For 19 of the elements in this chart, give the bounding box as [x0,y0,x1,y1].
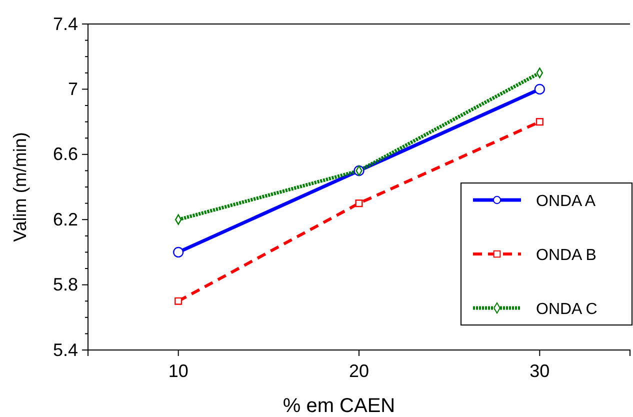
x-tick-label: 20 [348,360,370,381]
point [174,297,182,305]
legend-label: ONDA C [536,301,598,318]
legend-label: ONDA B [536,247,596,264]
legend-label: ONDA A [536,193,596,210]
x-axis-title: % em CAEN [282,395,396,417]
point [536,118,544,126]
point [173,246,184,258]
y-tick-label: 6.2 [52,209,78,230]
y-axis-title: Valim (m/min) [10,132,30,242]
y-tick-label: 6.6 [52,144,78,164]
point [534,84,545,95]
x-tick-label: 10 [168,360,188,381]
point [355,200,363,208]
y-tick-label: 7 [68,78,78,99]
x-tick-label: 30 [530,360,550,381]
y-tick-label: 5.4 [52,340,78,360]
y-tick-label: 7.4 [52,14,78,34]
y-tick-label: 5.8 [52,274,78,295]
